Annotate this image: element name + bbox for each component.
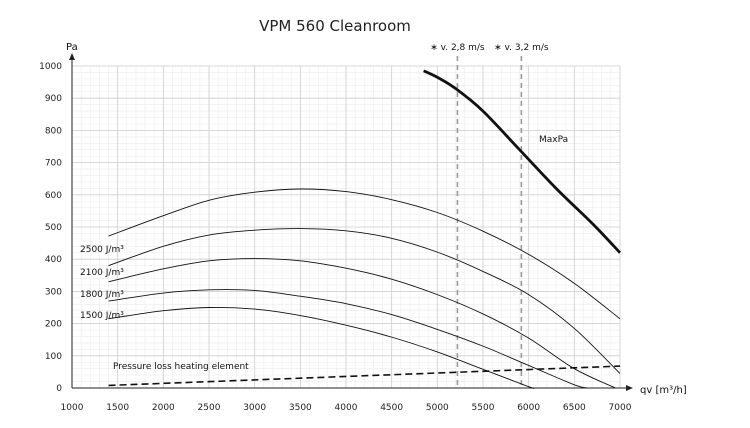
- x-tick-label: 3000: [243, 403, 266, 413]
- y-tick-label: 800: [45, 126, 62, 136]
- series-label: MaxPa: [539, 135, 568, 145]
- y-tick-label: 400: [45, 255, 62, 265]
- y-axis-title: Pa: [66, 42, 78, 53]
- series-line-4: [108, 289, 589, 389]
- chart-title: VPM 560 Cleanroom: [259, 17, 411, 35]
- x-tick-labels: 1000 1500 2000 2500 3000 3500 4000 4500 5000 5500…: [61, 403, 632, 413]
- x-tick-label: 1500: [106, 403, 129, 413]
- x-axis-title: qv [m³/h]: [640, 385, 687, 396]
- y-tick-label: 700: [45, 159, 62, 169]
- x-tick-label: 6000: [517, 403, 540, 413]
- series-label: 1500 J/m³: [80, 311, 124, 321]
- y-axis-arrow: [69, 53, 75, 60]
- series-line-0: [423, 69, 622, 254]
- x-tick-label: 6500: [563, 403, 586, 413]
- series-label: 2500 J/m³: [80, 245, 124, 255]
- velocity-markers: ∗ v. 2,8 m/s ∗ v. 3,2 m/s: [430, 43, 549, 388]
- series-label: Pressure loss heating element: [113, 362, 249, 372]
- x-tick-label: 4500: [380, 403, 403, 413]
- y-tick-label: 100: [45, 352, 62, 362]
- y-tick-label: 200: [45, 320, 62, 330]
- y-tick-label: 600: [45, 191, 62, 201]
- x-tick-label: 4000: [335, 403, 358, 413]
- y-tick-label: 1000: [39, 62, 62, 72]
- series-line-2: [108, 228, 621, 374]
- y-tick-label: 300: [45, 287, 62, 297]
- x-tick-label: 3500: [289, 403, 312, 413]
- x-tick-label: 2500: [198, 403, 221, 413]
- x-tick-label: 5500: [472, 403, 495, 413]
- y-tick-label: 0: [56, 384, 62, 394]
- series-line-3: [108, 258, 616, 389]
- series-line-6: [108, 365, 621, 387]
- x-tick-label: 7000: [609, 403, 632, 413]
- major-grid: [71, 65, 621, 389]
- series-label: 1800 J/m³: [80, 290, 124, 300]
- x-tick-label: 5000: [426, 403, 449, 413]
- series-labels: MaxPa 2500 J/m³ 2100 J/m³ 1800 J/m³ 1500 J/m…: [80, 135, 568, 372]
- series-line-5: [108, 306, 535, 389]
- x-axis-arrow: [626, 385, 633, 391]
- velocity-marker-label: ∗ v. 2,8 m/s: [430, 43, 485, 53]
- x-tick-label: 1000: [61, 403, 84, 413]
- y-tick-labels: 0 100 200 300 400 500 600 700 800 900 1000: [39, 62, 62, 394]
- x-tick-label: 2000: [152, 403, 175, 413]
- y-tick-label: 900: [45, 94, 62, 104]
- series-line-1: [108, 188, 621, 320]
- series-label: 2100 J/m³: [80, 268, 124, 278]
- series-lines: [108, 69, 622, 389]
- axes: [69, 53, 633, 391]
- y-tick-label: 500: [45, 223, 62, 233]
- velocity-marker-label: ∗ v. 3,2 m/s: [494, 43, 549, 53]
